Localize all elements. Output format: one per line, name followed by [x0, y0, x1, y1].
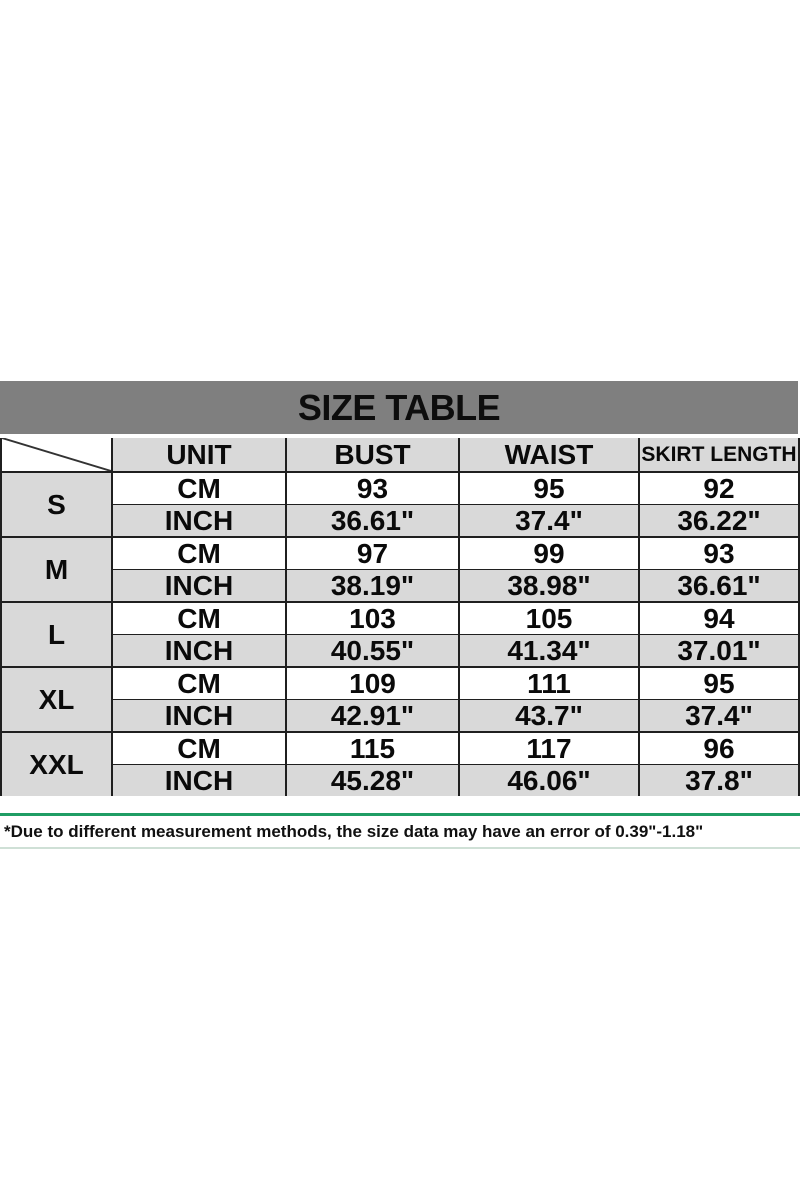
unit-cell-cm: CM [111, 471, 287, 505]
xl-skirt-length-cm: 95 [638, 666, 800, 700]
xl-waist-cm: 111 [458, 666, 640, 700]
s-bust-inch: 36.61" [285, 504, 460, 538]
s-skirt-length-cm: 92 [638, 471, 800, 505]
table-row-s-inch: INCH 36.61" 37.4" 36.22" [1, 504, 800, 538]
m-waist-inch: 38.98" [458, 569, 640, 603]
s-skirt-length-inch: 36.22" [638, 504, 800, 538]
m-bust-inch: 38.19" [285, 569, 460, 603]
table-row-xxl-cm: XXL CM 115 117 96 [0, 731, 800, 796]
m-waist-cm: 99 [458, 536, 640, 570]
size-label-xxl: XXL [0, 731, 113, 796]
s-bust-cm: 93 [285, 471, 460, 505]
footnote-text: *Due to different measurement methods, t… [4, 821, 704, 841]
diagonal-header-cell [0, 438, 113, 473]
diagonal-line-icon [3, 438, 110, 470]
l-bust-inch: 40.55" [285, 634, 460, 668]
l-skirt-length-inch: 37.01" [638, 634, 800, 668]
l-bust-cm: 103 [285, 601, 460, 635]
unit-cell-inch: INCH [111, 504, 287, 538]
page-title: SIZE TABLE [297, 386, 501, 428]
xxl-waist-cm: 117 [458, 731, 640, 765]
xl-waist-inch: 43.7" [458, 699, 640, 733]
table-row-l-cm: L CM 103 105 94 [0, 601, 800, 668]
column-header-waist: WAIST [458, 438, 640, 473]
unit-cell-cm: CM [111, 601, 287, 635]
xl-bust-inch: 42.91" [285, 699, 460, 733]
size-table: UNIT BUST WAIST SKIRT LENGTH S CM 93 95 … [0, 438, 800, 796]
unit-cell-cm: CM [111, 536, 287, 570]
xxl-skirt-length-cm: 96 [638, 731, 800, 765]
size-label-xl: XL [0, 666, 113, 733]
xl-skirt-length-inch: 37.4" [638, 699, 800, 733]
unit-cell-inch: INCH [111, 764, 287, 796]
table-row-l-inch: INCH 40.55" 41.34" 37.01" [1, 634, 800, 668]
table-row-xxl-inch: INCH 45.28" 46.06" 37.8" [1, 764, 800, 796]
xxl-bust-inch: 45.28" [285, 764, 460, 796]
table-row-s-cm: S CM 93 95 92 [0, 471, 800, 538]
xxl-bust-cm: 115 [285, 731, 460, 765]
xl-bust-cm: 109 [285, 666, 460, 700]
xxl-skirt-length-inch: 37.8" [638, 764, 800, 796]
m-skirt-length-inch: 36.61" [638, 569, 800, 603]
xxl-waist-inch: 46.06" [458, 764, 640, 796]
size-label-l: L [0, 601, 113, 668]
s-waist-cm: 95 [458, 471, 640, 505]
column-header-unit: UNIT [111, 438, 287, 473]
table-row-xl-cm: XL CM 109 111 95 [0, 666, 800, 733]
header-row: UNIT BUST WAIST SKIRT LENGTH [0, 438, 800, 473]
size-label-m: M [0, 536, 113, 603]
m-bust-cm: 97 [285, 536, 460, 570]
l-skirt-length-cm: 94 [638, 601, 800, 635]
unit-cell-inch: INCH [111, 634, 287, 668]
table-row-m-cm: M CM 97 99 93 [0, 536, 800, 603]
unit-cell-inch: INCH [111, 569, 287, 603]
table-row-xl-inch: INCH 42.91" 43.7" 37.4" [1, 699, 800, 733]
l-waist-cm: 105 [458, 601, 640, 635]
s-waist-inch: 37.4" [458, 504, 640, 538]
m-skirt-length-cm: 93 [638, 536, 800, 570]
l-waist-inch: 41.34" [458, 634, 640, 668]
column-header-skirt-length: SKIRT LENGTH [638, 438, 800, 473]
table-row-m-inch: INCH 38.19" 38.98" 36.61" [1, 569, 800, 603]
size-table-title-banner: SIZE TABLE [0, 381, 798, 434]
unit-cell-cm: CM [111, 731, 287, 765]
unit-cell-cm: CM [111, 666, 287, 700]
measurement-error-footnote: *Due to different measurement methods, t… [0, 813, 800, 849]
size-label-s: S [0, 471, 113, 538]
unit-cell-inch: INCH [111, 699, 287, 733]
column-header-bust: BUST [285, 438, 460, 473]
